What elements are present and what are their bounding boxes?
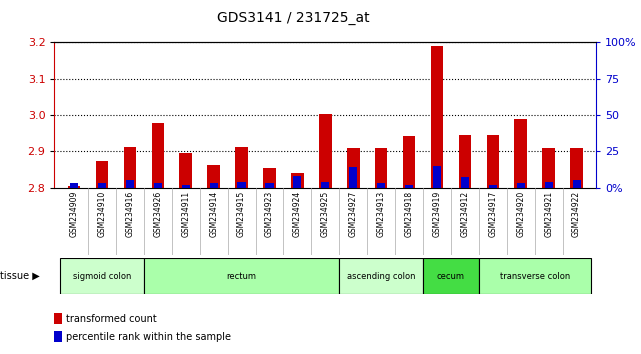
Bar [237, 182, 246, 188]
Text: GSM234910: GSM234910 [97, 191, 106, 237]
Text: GSM234923: GSM234923 [265, 191, 274, 237]
Bar [265, 183, 274, 188]
Bar [144, 258, 339, 294]
Bar [151, 123, 164, 188]
Bar [517, 183, 525, 188]
Bar [423, 258, 479, 294]
Text: GDS3141 / 231725_at: GDS3141 / 231725_at [217, 11, 370, 25]
Bar [542, 148, 555, 188]
Text: GSM234922: GSM234922 [572, 191, 581, 237]
Bar [263, 168, 276, 188]
Bar [461, 177, 469, 188]
Bar [403, 136, 415, 188]
Bar [124, 147, 136, 188]
Text: GSM234920: GSM234920 [516, 191, 525, 237]
Bar [405, 185, 413, 188]
Text: percentile rank within the sample: percentile rank within the sample [66, 332, 231, 342]
Bar [572, 181, 581, 188]
Bar [154, 183, 162, 188]
Bar [60, 258, 144, 294]
Bar [181, 185, 190, 188]
Text: transverse colon: transverse colon [499, 272, 570, 281]
Text: GSM234919: GSM234919 [433, 191, 442, 237]
Text: GSM234911: GSM234911 [181, 191, 190, 237]
Bar [431, 46, 444, 188]
Text: GSM234913: GSM234913 [377, 191, 386, 237]
Bar [291, 173, 304, 188]
Text: GSM234927: GSM234927 [349, 191, 358, 237]
Text: GSM234918: GSM234918 [404, 191, 413, 237]
Text: rectum: rectum [226, 272, 256, 281]
Text: sigmoid colon: sigmoid colon [73, 272, 131, 281]
Bar [570, 148, 583, 188]
Bar [294, 176, 301, 188]
Text: GSM234915: GSM234915 [237, 191, 246, 237]
Bar [349, 167, 357, 188]
Bar [54, 331, 63, 342]
Bar [54, 313, 63, 324]
Text: GSM234909: GSM234909 [69, 191, 79, 238]
Text: GSM234916: GSM234916 [126, 191, 135, 237]
Text: transformed count: transformed count [66, 314, 156, 324]
Bar [458, 135, 471, 188]
Text: GSM234925: GSM234925 [320, 191, 330, 237]
Bar [433, 166, 441, 188]
Bar [126, 181, 134, 188]
Text: cecum: cecum [437, 272, 465, 281]
Bar [488, 185, 497, 188]
Bar [545, 182, 553, 188]
Bar [98, 183, 106, 188]
Bar [479, 258, 590, 294]
Text: GSM234912: GSM234912 [460, 191, 469, 237]
Bar [207, 165, 220, 188]
Bar [321, 182, 329, 188]
Text: ascending colon: ascending colon [347, 272, 415, 281]
Bar [235, 147, 248, 188]
Bar [68, 186, 80, 188]
Text: GSM234917: GSM234917 [488, 191, 497, 237]
Bar [487, 135, 499, 188]
Bar [210, 183, 218, 188]
Text: GSM234924: GSM234924 [293, 191, 302, 237]
Text: tissue ▶: tissue ▶ [0, 271, 40, 281]
Text: GSM234921: GSM234921 [544, 191, 553, 237]
Bar [96, 161, 108, 188]
Bar [515, 119, 527, 188]
Bar [347, 148, 360, 188]
Bar [377, 183, 385, 188]
Bar [70, 183, 78, 188]
Text: GSM234926: GSM234926 [153, 191, 162, 237]
Text: GSM234914: GSM234914 [209, 191, 218, 237]
Bar [339, 258, 423, 294]
Bar [319, 114, 331, 188]
Bar [375, 148, 387, 188]
Bar [179, 153, 192, 188]
